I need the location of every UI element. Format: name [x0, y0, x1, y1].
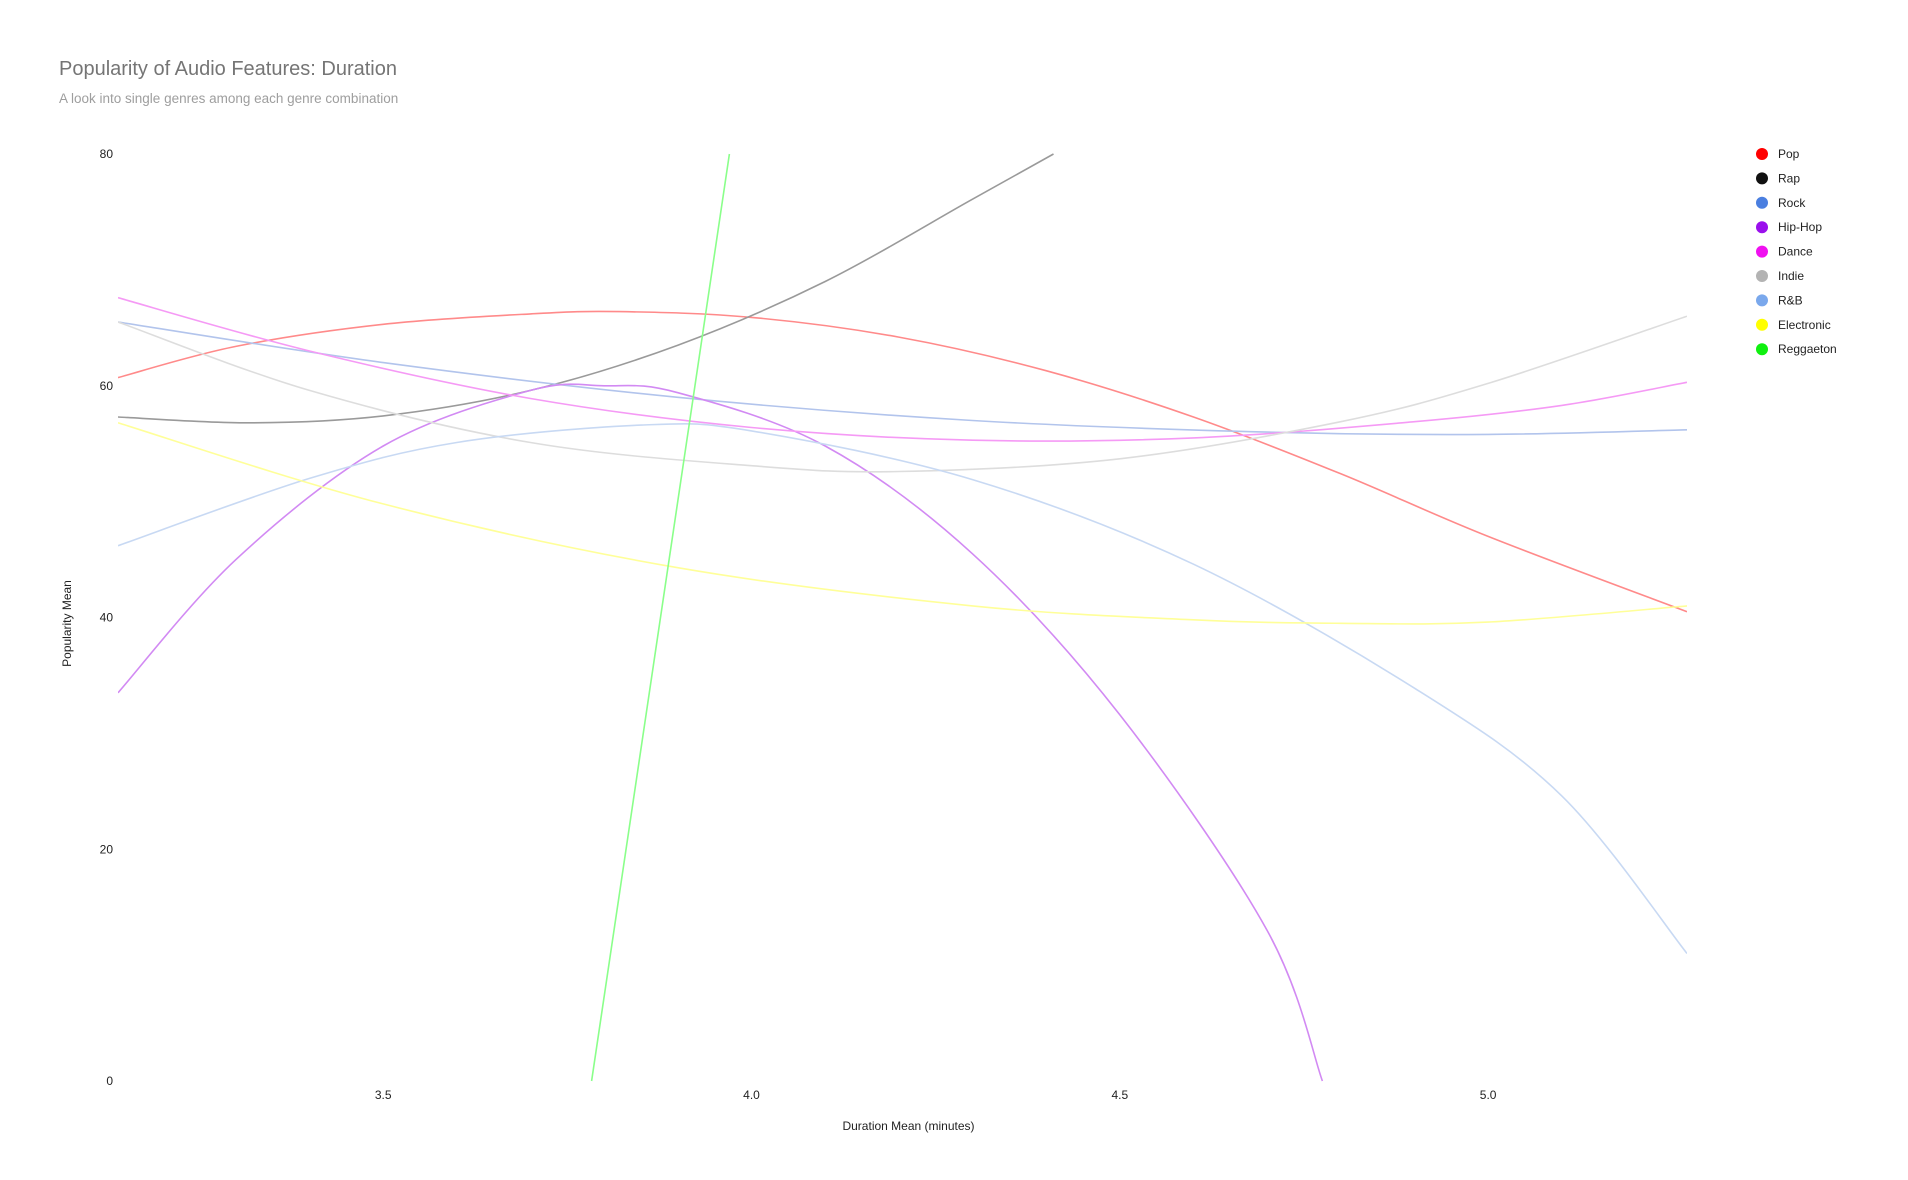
legend-marker-electronic	[1756, 318, 1768, 331]
x-tick-label: 3.5	[375, 1088, 392, 1102]
legend-label-r-b: R&B	[1778, 293, 1803, 307]
chart-title: Popularity of Audio Features: Duration	[59, 58, 397, 80]
y-axis-title: Popularity Mean	[60, 580, 74, 667]
legend-marker-hip-hop	[1756, 221, 1768, 234]
y-tick-label: 20	[100, 842, 114, 856]
series-line-indie	[118, 315, 1687, 473]
series-line-rap	[118, 153, 1054, 424]
series-line-reggaeton	[590, 153, 731, 1082]
x-tick-label: 4.0	[743, 1088, 760, 1102]
legend-label-dance: Dance	[1778, 245, 1813, 259]
y-tick-label: 40	[100, 611, 114, 625]
chart-subtitle: A look into single genres among each gen…	[59, 91, 399, 106]
x-tick-label: 5.0	[1480, 1088, 1497, 1102]
x-axis-title: Duration Mean (minutes)	[842, 1119, 974, 1133]
series-line-dance	[118, 296, 1687, 442]
legend-marker-r-b	[1756, 294, 1768, 307]
legend-label-rap: Rap	[1778, 171, 1800, 185]
y-axis: 0 20 40 60 80	[100, 147, 114, 1088]
legend-marker-reggaeton	[1756, 343, 1768, 356]
series-line-electronic	[118, 422, 1687, 625]
x-tick-label: 4.5	[1111, 1088, 1128, 1102]
y-tick-label: 0	[106, 1074, 113, 1088]
series-line-pop	[118, 310, 1687, 613]
y-tick-label: 60	[100, 379, 114, 393]
legend-label-indie: Indie	[1778, 269, 1804, 283]
y-tick-label: 80	[100, 147, 114, 161]
series-line-hip-hop	[118, 383, 1324, 1082]
series-line-rock	[118, 321, 1687, 436]
series-lines	[118, 153, 1687, 1082]
legend-marker-rock	[1756, 196, 1768, 209]
legend-marker-indie	[1756, 270, 1768, 282]
legend-label-electronic: Electronic	[1778, 318, 1831, 332]
legend-marker-dance	[1756, 245, 1768, 258]
legend-label-pop: Pop	[1778, 147, 1800, 161]
legend-label-hip-hop: Hip-Hop	[1778, 220, 1822, 234]
legend-marker-rap	[1756, 172, 1768, 185]
series-line-r-b	[118, 422, 1687, 954]
legend-label-reggaeton: Reggaeton	[1778, 342, 1837, 356]
legend: Pop Rap Rock Hip-Hop Dance Indie R&B Electronic…	[1756, 147, 1837, 356]
x-axis: 3.5 4.0 4.5 5.0	[375, 1088, 1497, 1102]
legend-marker-pop	[1756, 148, 1768, 160]
legend-label-rock: Rock	[1778, 196, 1806, 210]
